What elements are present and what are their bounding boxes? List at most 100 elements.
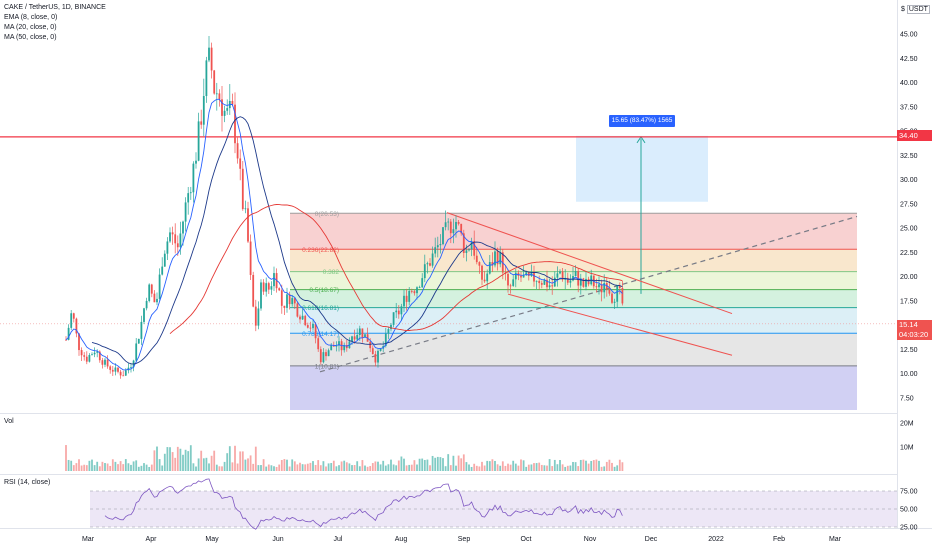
candle-body: [356, 334, 359, 340]
candle-body: [587, 278, 590, 285]
candle-body: [163, 253, 166, 267]
volume-bar: [611, 462, 613, 471]
price-axis-ticks: 45.0042.5040.0037.5035.0032.5030.0027.50…: [900, 32, 918, 532]
candle-body: [124, 370, 127, 376]
candle-body: [574, 271, 577, 277]
volume-bar: [114, 461, 117, 471]
candle-body: [452, 229, 455, 234]
fib-level-label: 1(10.81): [315, 363, 339, 370]
symbol-title[interactable]: CAKE / TetherUS, 1D, BINANCE: [4, 4, 106, 11]
candle-body: [491, 262, 494, 266]
volume-bar: [530, 464, 533, 471]
price-tick-label: 12.50: [900, 347, 918, 354]
volume-bar: [293, 461, 296, 471]
currency-label: USDT: [906, 5, 930, 14]
volume-bar: [189, 445, 192, 471]
volume-bar: [226, 453, 229, 471]
currency-badge[interactable]: $ USDT: [901, 5, 930, 14]
volume-tick-label: 10M: [900, 445, 914, 452]
volume-bar: [522, 460, 525, 471]
candle-body: [442, 227, 444, 245]
price-tick-label: 10.00: [900, 371, 918, 378]
candle-body: [293, 298, 296, 304]
candle-body: [384, 333, 387, 347]
volume-bar: [366, 466, 369, 471]
candle-body: [236, 143, 239, 159]
candle-body: [67, 327, 70, 340]
volume-bar: [127, 463, 130, 471]
volume-bar: [182, 454, 184, 471]
volume-bar: [111, 459, 114, 471]
candle-body: [226, 108, 229, 111]
candle-body: [106, 359, 109, 367]
rsi-tick-label: 75.00: [900, 489, 918, 496]
volume-bar: [369, 466, 372, 471]
volume-bar: [330, 463, 333, 471]
candle-body: [387, 329, 390, 334]
candle-body: [80, 350, 83, 356]
fib-level-label: 0.236(22.82): [302, 247, 339, 254]
candle-body: [538, 280, 541, 284]
candle-body: [286, 294, 288, 308]
candle-body: [182, 221, 184, 234]
candle-body: [200, 121, 203, 125]
candle-body: [330, 345, 333, 351]
volume-bar: [520, 459, 522, 471]
candle-body: [262, 282, 265, 292]
price-range-measure[interactable]: [576, 135, 708, 294]
candle-body: [130, 367, 132, 368]
volume-bar: [566, 465, 569, 471]
candle-body: [559, 271, 561, 274]
candle-body: [241, 168, 244, 210]
candle-body: [423, 264, 426, 279]
volume-bar: [262, 459, 265, 471]
descending-trendline-upper: [446, 212, 733, 315]
volume-tick-label: 20M: [900, 421, 914, 428]
volume-bar: [158, 459, 161, 471]
measure-label[interactable]: 15.65 (83.47%) 1565: [609, 115, 675, 127]
candle-body: [166, 241, 169, 254]
fib-zone: [290, 307, 857, 334]
volume-bar: [408, 464, 411, 471]
volume-bar: [499, 465, 502, 471]
volume-bar: [444, 466, 447, 471]
ma-20-line: [91, 116, 623, 365]
candle-body: [579, 278, 582, 286]
volume-bar: [525, 466, 528, 471]
candle-body: [488, 262, 491, 274]
volume-bar: [431, 455, 434, 471]
volume-bar: [130, 464, 132, 471]
volume-bar: [535, 463, 538, 471]
indicator-ma20[interactable]: MA (20, close, 0): [4, 24, 57, 31]
indicator-ema[interactable]: EMA (8, close, 0): [4, 14, 58, 21]
volume-bar: [241, 451, 244, 471]
candle-body: [595, 286, 598, 288]
candle-body: [509, 285, 512, 287]
candle-body: [205, 60, 208, 97]
volume-bar: [478, 466, 481, 471]
candle-body: [91, 354, 93, 356]
volume-bar: [543, 465, 546, 471]
candle-body: [520, 275, 522, 278]
indicator-ma50[interactable]: MA (50, close, 0): [4, 34, 57, 41]
volume-bar: [322, 461, 325, 471]
time-tick-label: Nov: [584, 536, 597, 543]
candle-body: [535, 280, 538, 282]
candle-body: [153, 293, 156, 303]
candle-body: [462, 233, 465, 253]
rsi-title[interactable]: RSI (14, close): [4, 479, 51, 486]
volume-bar: [286, 459, 288, 471]
candle-body: [473, 240, 476, 256]
candle-body: [577, 271, 580, 286]
trend-lines[interactable]: [0, 136, 897, 373]
fibonacci-retracement[interactable]: 0(26.53) 0.236(22.82) 0.382 0.5(18.67) 0.618…: [290, 211, 857, 410]
volume-bar: [156, 446, 158, 471]
volume-bar: [254, 446, 257, 471]
volume-bar: [512, 460, 515, 471]
candle-body: [150, 284, 153, 294]
volume-bar: [546, 465, 548, 471]
candle-body: [312, 323, 314, 329]
candle-body: [572, 276, 574, 281]
volume-bar: [65, 445, 67, 471]
